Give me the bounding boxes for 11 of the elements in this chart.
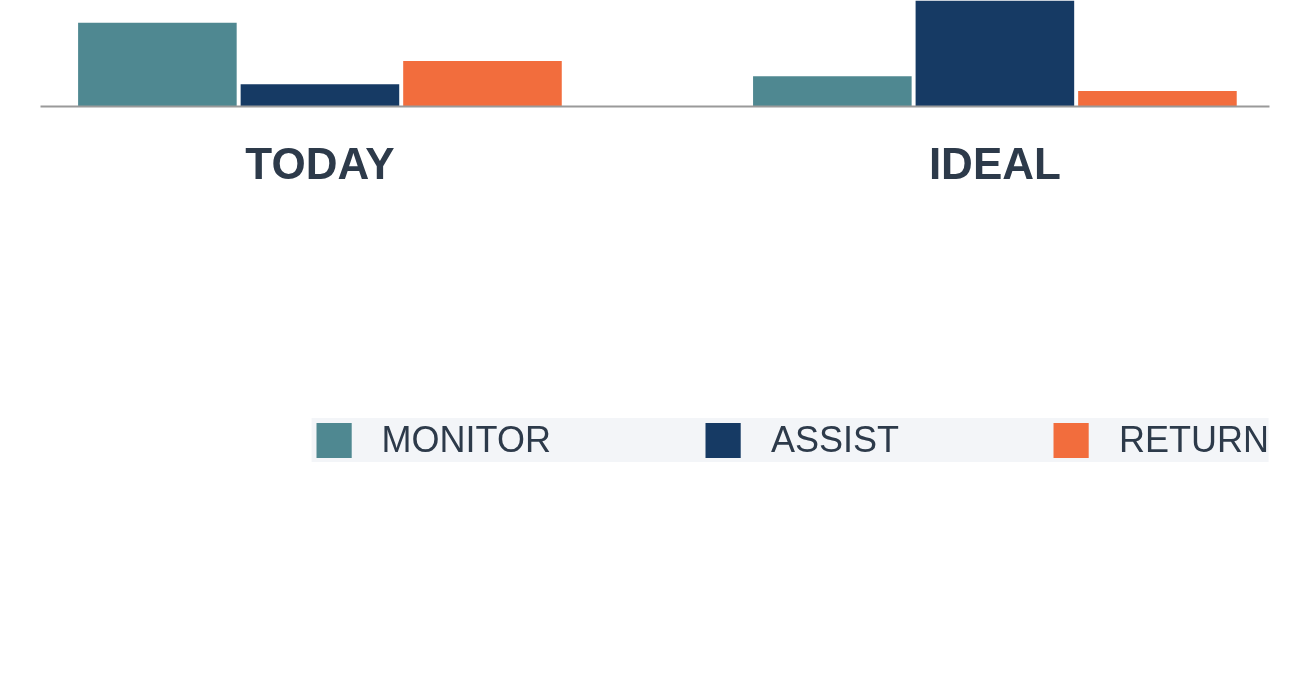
bar bbox=[403, 61, 562, 107]
legend-label: RETURN bbox=[1119, 419, 1269, 461]
bar bbox=[78, 22, 237, 107]
legend-label: MONITOR bbox=[381, 419, 551, 461]
x-tick-label: IDEAL bbox=[928, 138, 1061, 188]
bar bbox=[753, 76, 912, 107]
bar bbox=[240, 84, 400, 107]
x-tick-label: TODAY bbox=[245, 138, 395, 188]
bar bbox=[915, 0, 1075, 107]
legend-label: ASSIST bbox=[770, 419, 899, 461]
bar bbox=[1078, 91, 1237, 107]
